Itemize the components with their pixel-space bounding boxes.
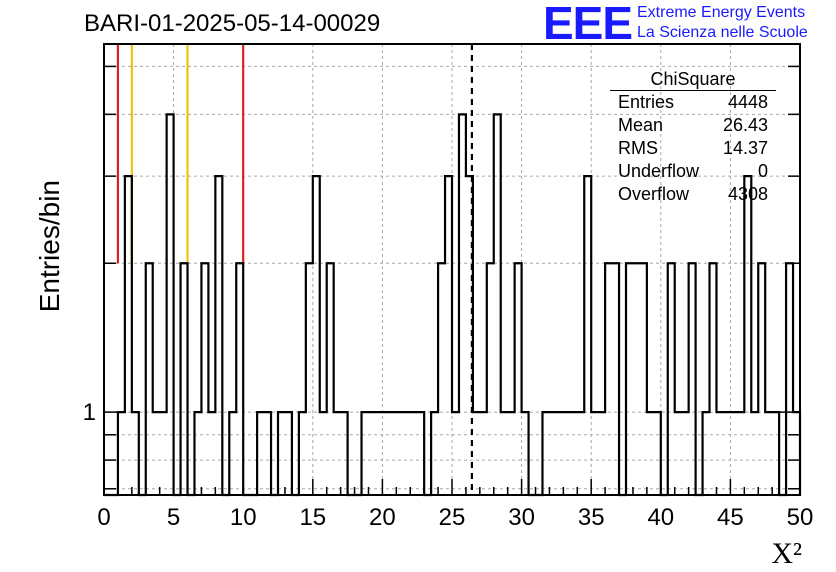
- x-tick-label: 25: [439, 504, 466, 531]
- x-tick-label: 35: [578, 504, 605, 531]
- y-axis-label: Entries/bin: [34, 180, 65, 313]
- stats-label: Mean: [618, 115, 664, 135]
- stats-row-mean: Mean 26.43: [610, 114, 776, 137]
- stats-row-entries: Entries 4448: [610, 91, 776, 114]
- threshold-lines: [116, 44, 245, 264]
- x-axis-label: X²: [771, 537, 802, 570]
- x-tick-label: 15: [299, 504, 326, 531]
- x-axis: 0 5 10 15 20 25 30 35 40 45 50: [97, 479, 813, 531]
- x-tick-label: 50: [787, 504, 814, 531]
- x-tick-label: 0: [97, 504, 110, 531]
- y-axis: 1: [83, 65, 800, 490]
- stats-row-overflow: Overflow 4308: [610, 183, 776, 206]
- y-tick-label: 1: [83, 399, 96, 426]
- histogram-series: [104, 113, 802, 497]
- stats-label: Overflow: [618, 184, 690, 204]
- x-tick-label: 30: [508, 504, 535, 531]
- run-title: BARI-01-2025-05-14-00029: [84, 10, 381, 37]
- stats-box: ChiSquare Entries 4448 Mean 26.43 RMS 14…: [610, 68, 776, 206]
- stats-value: 26.43: [722, 115, 768, 135]
- stats-row-rms: RMS 14.37: [610, 137, 776, 160]
- stats-label: Entries: [618, 92, 675, 112]
- x-tick-label: 20: [369, 504, 396, 531]
- logo-subtitle-2: La Scienza nelle Scuole: [637, 24, 808, 41]
- stats-row-underflow: Underflow 0: [610, 160, 776, 183]
- stats-value: 4308: [727, 184, 768, 204]
- logo-subtitle-1: Extreme Energy Events: [637, 4, 806, 21]
- stats-title: ChiSquare: [610, 68, 776, 91]
- stats-label: Underflow: [618, 161, 700, 181]
- x-tick-label: 45: [717, 504, 744, 531]
- eee-logo: EEE Extreme Energy Events La Scienza nel…: [543, 0, 833, 49]
- stats-value: 4448: [727, 92, 768, 112]
- stats-value: 14.37: [722, 138, 768, 158]
- eee-logo-mark: EEE: [543, 0, 633, 49]
- x-tick-label: 5: [167, 504, 180, 531]
- stats-value: 0: [757, 161, 768, 181]
- y-axis-label-box: Entries/bin: [6, 180, 65, 312]
- x-tick-label: 40: [647, 504, 674, 531]
- x-tick-label: 10: [230, 504, 257, 531]
- stats-label: RMS: [618, 138, 658, 158]
